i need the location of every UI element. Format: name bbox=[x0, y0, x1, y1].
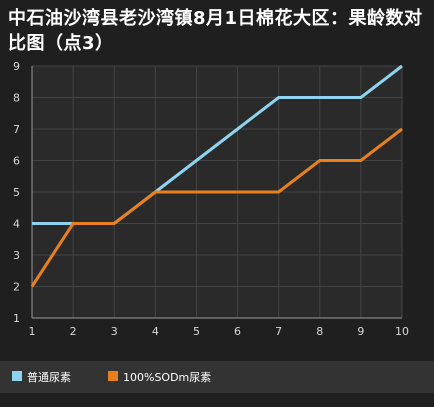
legend-label: 100%SODm尿素 bbox=[123, 371, 211, 384]
x-tick-label: 10 bbox=[395, 325, 409, 338]
y-tick-label: 7 bbox=[13, 123, 20, 136]
x-tick-label: 6 bbox=[234, 325, 241, 338]
x-tick-label: 5 bbox=[193, 325, 200, 338]
y-tick-label: 5 bbox=[13, 186, 20, 199]
chart-title: 中石油沙湾县老沙湾镇8月1日棉花大区：果龄数对比图（点3） bbox=[8, 8, 423, 54]
y-tick-label: 2 bbox=[13, 281, 20, 294]
x-tick-label: 7 bbox=[275, 325, 282, 338]
legend-label: 普通尿素 bbox=[27, 370, 71, 384]
y-tick-label: 4 bbox=[13, 218, 20, 231]
x-tick-label: 2 bbox=[70, 325, 77, 338]
x-axis-ticks: 1 2 3 4 5 6 7 8 9 10 bbox=[29, 325, 410, 338]
series-line bbox=[30, 127, 403, 288]
y-tick-label: 9 bbox=[13, 60, 20, 73]
y-tick-label: 8 bbox=[13, 92, 20, 105]
legend-swatch bbox=[108, 371, 118, 381]
legend: 普通尿素 100%SODm尿素 bbox=[12, 370, 211, 384]
legend-bar bbox=[0, 361, 434, 393]
y-axis-ticks: 1 2 3 4 5 6 7 8 9 bbox=[13, 60, 20, 325]
y-tick-label: 1 bbox=[13, 312, 20, 325]
legend-swatch bbox=[12, 371, 22, 381]
x-tick-label: 1 bbox=[29, 325, 36, 338]
x-tick-label: 9 bbox=[357, 325, 364, 338]
series-lines bbox=[30, 64, 403, 288]
x-tick-label: 8 bbox=[316, 325, 323, 338]
axis-lines bbox=[31, 66, 402, 319]
y-tick-label: 3 bbox=[13, 249, 20, 262]
y-tick-label: 6 bbox=[13, 155, 20, 168]
x-tick-label: 4 bbox=[152, 325, 159, 338]
x-tick-label: 3 bbox=[111, 325, 118, 338]
